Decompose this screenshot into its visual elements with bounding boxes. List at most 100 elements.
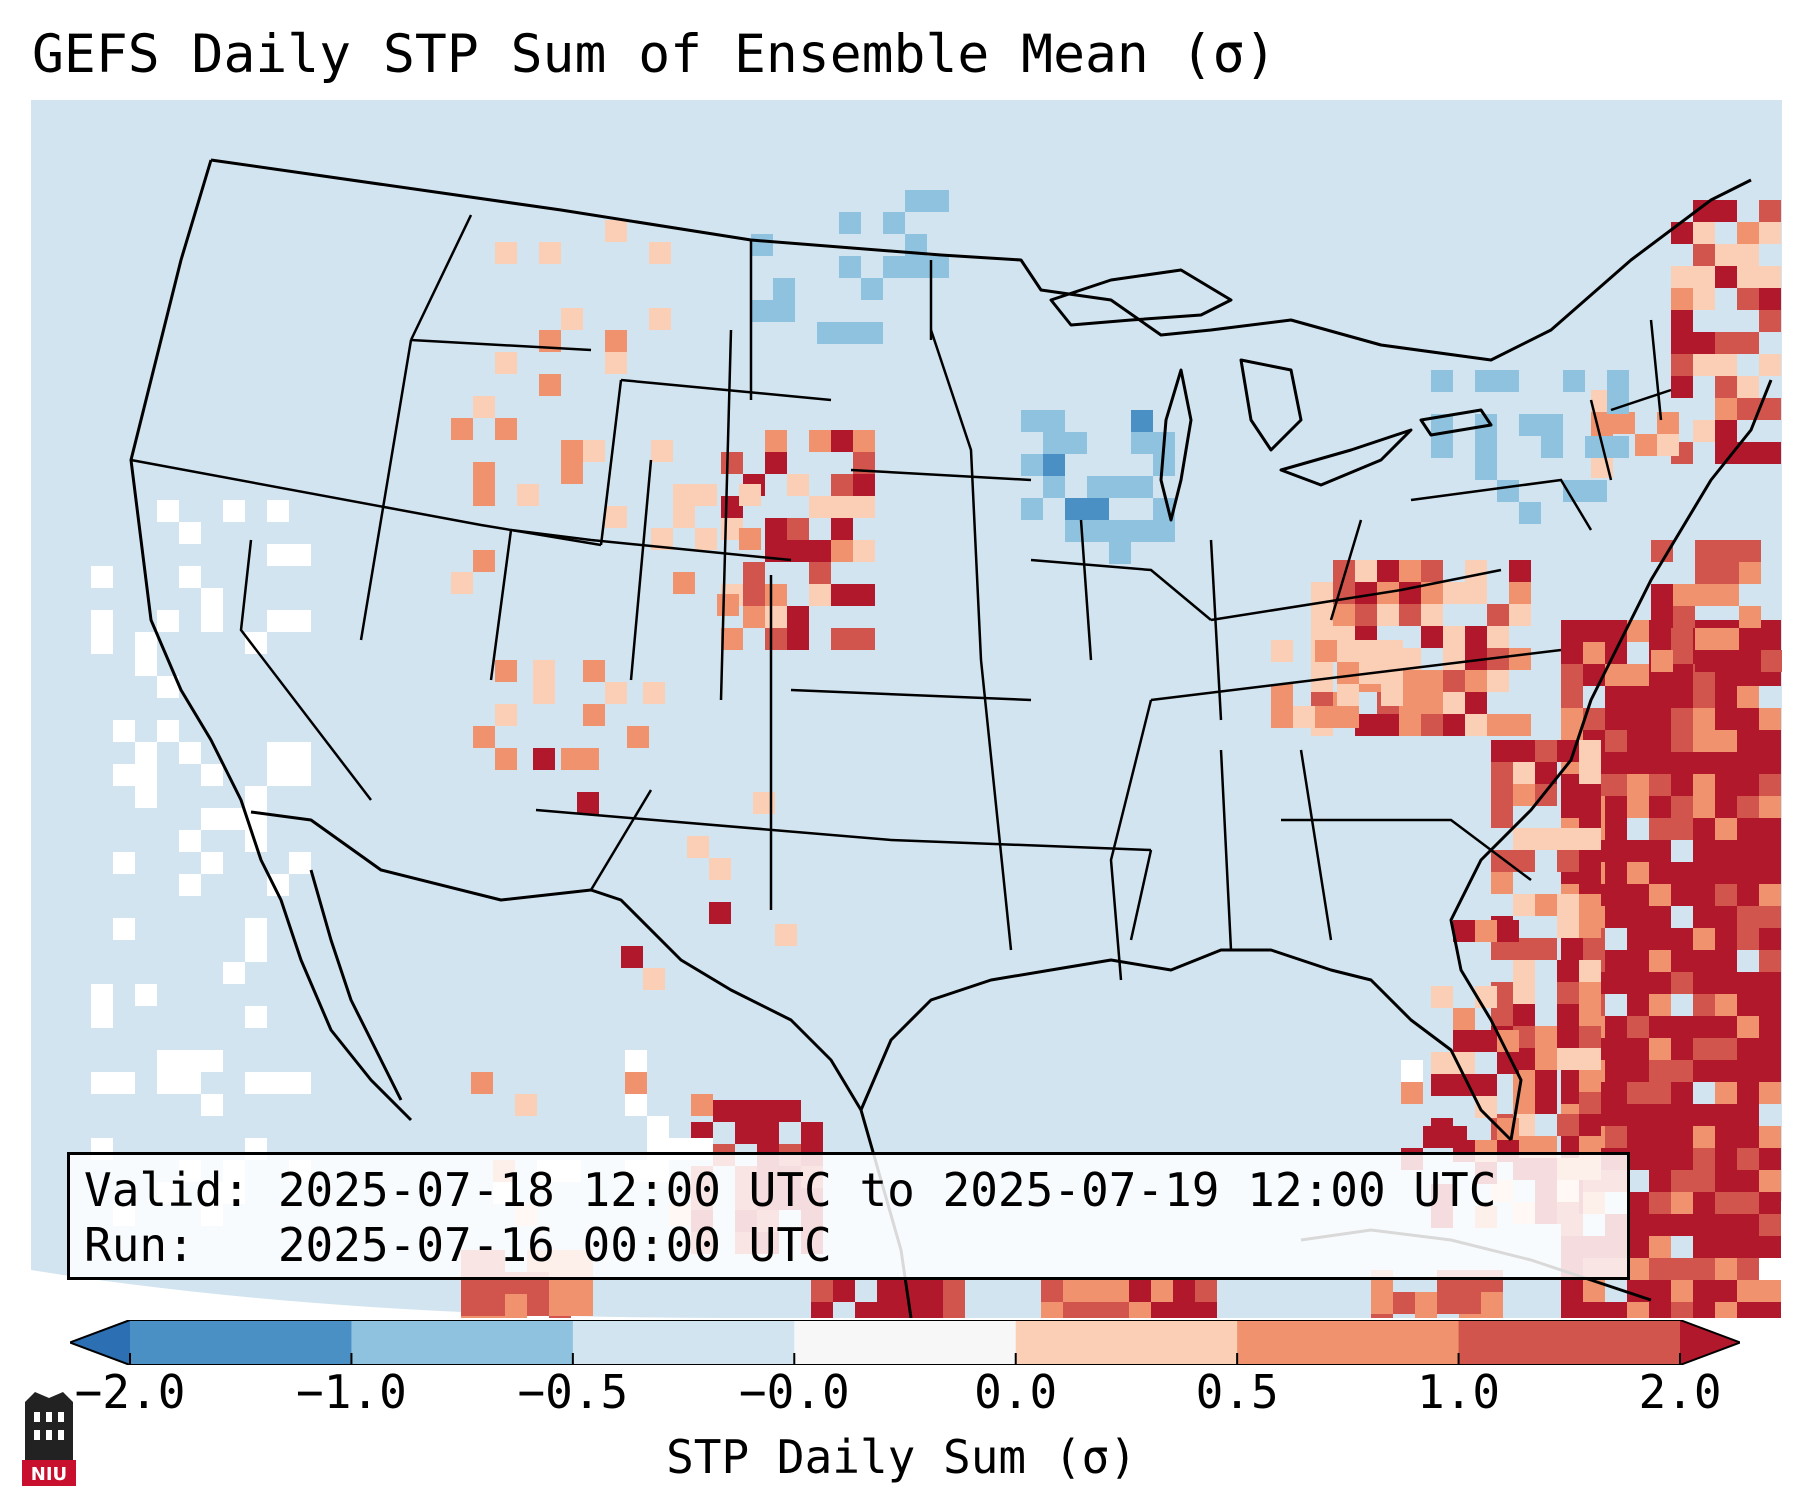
stp-cell bbox=[539, 374, 561, 396]
baja-coast bbox=[309, 869, 403, 1101]
stp-cell bbox=[1715, 840, 1737, 862]
stp-cell bbox=[533, 660, 555, 682]
stp-cell bbox=[1399, 604, 1421, 626]
stp-cell bbox=[1355, 714, 1377, 736]
stp-cell bbox=[267, 500, 289, 522]
stp-cell bbox=[1737, 972, 1759, 994]
stp-cell bbox=[1557, 1048, 1579, 1070]
stp-cell bbox=[1671, 1016, 1693, 1038]
stp-cell bbox=[625, 1094, 647, 1116]
stp-cell bbox=[1759, 818, 1781, 840]
stp-cell bbox=[245, 918, 267, 940]
stp-cell bbox=[179, 522, 201, 544]
stp-cell bbox=[1583, 642, 1605, 664]
stp-cell bbox=[1535, 828, 1557, 850]
stp-cell bbox=[1673, 584, 1695, 606]
stp-cell bbox=[91, 1072, 113, 1094]
stp-cell bbox=[1715, 1104, 1737, 1126]
stp-cell bbox=[179, 1072, 201, 1094]
lake-erie bbox=[1279, 428, 1413, 487]
stp-cell bbox=[877, 1302, 899, 1318]
stp-cell bbox=[1715, 906, 1737, 928]
stp-cell bbox=[1315, 706, 1337, 728]
stp-cell bbox=[1481, 1292, 1503, 1314]
colorbar-tick-label: 0.5 bbox=[1195, 1365, 1279, 1419]
stp-cell bbox=[223, 500, 245, 522]
stp-cell bbox=[245, 1072, 267, 1094]
stp-cell bbox=[135, 742, 157, 764]
stp-cell bbox=[473, 726, 495, 748]
stp-cell bbox=[577, 748, 599, 770]
stp-cell bbox=[1693, 288, 1715, 310]
stp-cell bbox=[1671, 1104, 1693, 1126]
stp-cell bbox=[1671, 642, 1693, 664]
stp-cell bbox=[1333, 604, 1355, 626]
stp-cell bbox=[1627, 1302, 1649, 1318]
colorbar-bin bbox=[130, 1320, 352, 1365]
stp-cell bbox=[1715, 332, 1737, 354]
stp-cell bbox=[1605, 840, 1627, 862]
stp-cell bbox=[1465, 582, 1487, 604]
stp-cell bbox=[809, 584, 831, 606]
stp-cell bbox=[1737, 266, 1759, 288]
stp-cell bbox=[1737, 686, 1759, 708]
stp-cell bbox=[1627, 686, 1649, 708]
stp-cell bbox=[643, 682, 665, 704]
stp-cell bbox=[1671, 1214, 1693, 1236]
stp-cell bbox=[1715, 354, 1737, 376]
stp-cell bbox=[1693, 994, 1715, 1016]
stp-cell bbox=[1107, 1280, 1129, 1302]
stp-cell bbox=[1627, 774, 1649, 796]
colorbar-bin bbox=[572, 1320, 795, 1365]
stp-cell bbox=[113, 720, 135, 742]
stp-cell bbox=[1737, 1214, 1759, 1236]
stp-cell bbox=[1393, 1292, 1415, 1314]
stp-cell bbox=[853, 452, 875, 474]
stp-cell bbox=[1377, 714, 1399, 736]
stp-cell bbox=[765, 584, 787, 606]
stp-cell bbox=[91, 632, 113, 654]
stp-cell bbox=[1671, 928, 1693, 950]
stp-cell bbox=[1443, 648, 1465, 670]
stp-cell bbox=[1759, 288, 1781, 310]
stp-cell bbox=[1651, 540, 1673, 562]
stp-cell bbox=[179, 874, 201, 896]
stp-cell bbox=[201, 1050, 223, 1072]
stp-cell bbox=[1459, 1314, 1481, 1318]
stp-cell bbox=[1715, 774, 1737, 796]
stp-cell bbox=[1453, 920, 1475, 942]
colorbar-extend-low bbox=[70, 1320, 130, 1365]
stp-cell bbox=[1717, 650, 1739, 672]
stp-cell bbox=[1443, 626, 1465, 648]
stp-cell bbox=[267, 1072, 289, 1094]
stp-cell bbox=[1421, 626, 1443, 648]
stp-cell bbox=[1693, 950, 1715, 972]
stp-cell bbox=[1759, 1082, 1781, 1104]
colorbar-tick-label: 1.0 bbox=[1417, 1365, 1501, 1419]
stp-cell bbox=[1649, 1258, 1671, 1280]
stp-cell bbox=[1737, 840, 1759, 862]
stp-cell bbox=[1513, 960, 1535, 982]
stp-cell bbox=[1605, 906, 1627, 928]
stp-cell bbox=[1041, 1280, 1063, 1302]
stp-cell bbox=[1759, 1280, 1781, 1302]
stp-cell bbox=[1579, 872, 1601, 894]
pacific-coast bbox=[129, 159, 413, 1122]
stp-cell bbox=[1671, 818, 1693, 840]
stp-cell bbox=[1337, 684, 1359, 706]
stp-cell bbox=[1693, 420, 1715, 442]
colorbar-segments bbox=[70, 1320, 1740, 1365]
stp-cell bbox=[691, 1094, 713, 1116]
colorbar-tick-label: 0.0 bbox=[974, 1365, 1058, 1419]
stp-cell bbox=[201, 588, 223, 610]
stp-cell bbox=[721, 452, 743, 474]
stp-cell bbox=[853, 430, 875, 452]
stp-cell bbox=[201, 1094, 223, 1116]
stp-cell bbox=[1671, 222, 1693, 244]
stp-cell bbox=[1491, 1004, 1513, 1026]
stp-cell bbox=[1491, 806, 1513, 828]
stp-cell bbox=[1129, 1280, 1151, 1302]
stp-cell bbox=[1421, 560, 1443, 582]
stp-cell bbox=[1759, 1214, 1781, 1236]
stp-cell bbox=[561, 462, 583, 484]
